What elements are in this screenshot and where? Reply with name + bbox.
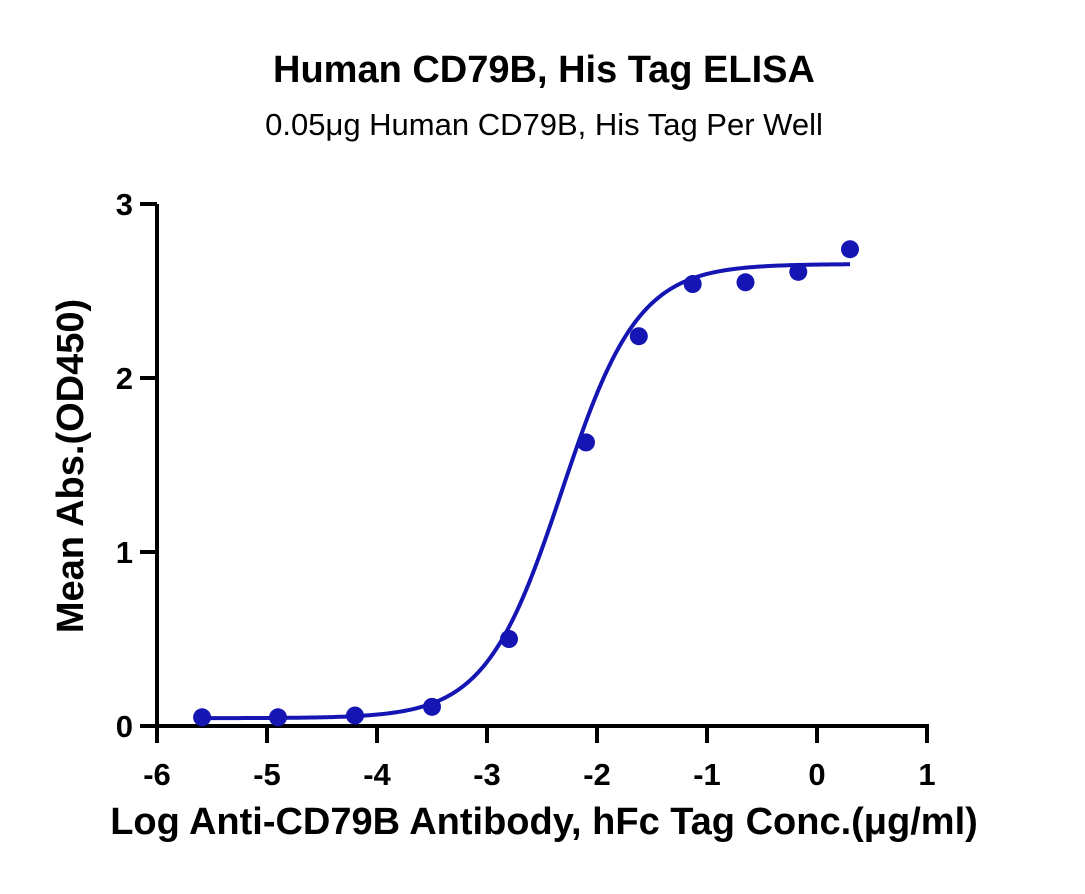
data-point (193, 708, 212, 727)
data-point (269, 708, 287, 727)
x-tick-label: -6 (143, 757, 171, 792)
data-points (193, 240, 859, 727)
y-tick-label: 3 (116, 187, 133, 222)
chart-title: Human CD79B, His Tag ELISA (273, 49, 815, 91)
data-point (629, 327, 648, 346)
data-point (577, 433, 595, 452)
data-point (346, 706, 364, 725)
x-tick-label: -2 (583, 757, 611, 792)
fit-curve-layer (202, 262, 851, 721)
data-point (736, 273, 755, 292)
data-point (841, 240, 859, 259)
x-tick-label: -5 (253, 757, 281, 792)
x-axis-label: Log Anti-CD79B Antibody, hFc Tag Conc.(μ… (110, 801, 978, 843)
data-point (423, 697, 441, 716)
axes: -6 -5 -4 -3 -2 -1 0 1 0 1 2 3 (116, 187, 936, 792)
data-point (683, 275, 702, 294)
x-tick-label: -1 (693, 757, 721, 792)
y-axis-label: Mean Abs.(OD450) (50, 299, 92, 633)
x-tick-label: -3 (473, 757, 501, 792)
y-tick-label: 0 (116, 709, 133, 744)
chart-subtitle: 0.05μg Human CD79B, His Tag Per Well (265, 107, 823, 142)
y-tick-label: 2 (116, 361, 133, 396)
x-tick-label: -4 (363, 757, 391, 792)
x-tick-label: 1 (918, 757, 935, 792)
x-tick-label: 0 (808, 757, 825, 792)
fit-curve (202, 262, 851, 721)
y-tick-label: 1 (116, 535, 133, 570)
data-point (500, 630, 518, 648)
data-point (789, 262, 808, 281)
